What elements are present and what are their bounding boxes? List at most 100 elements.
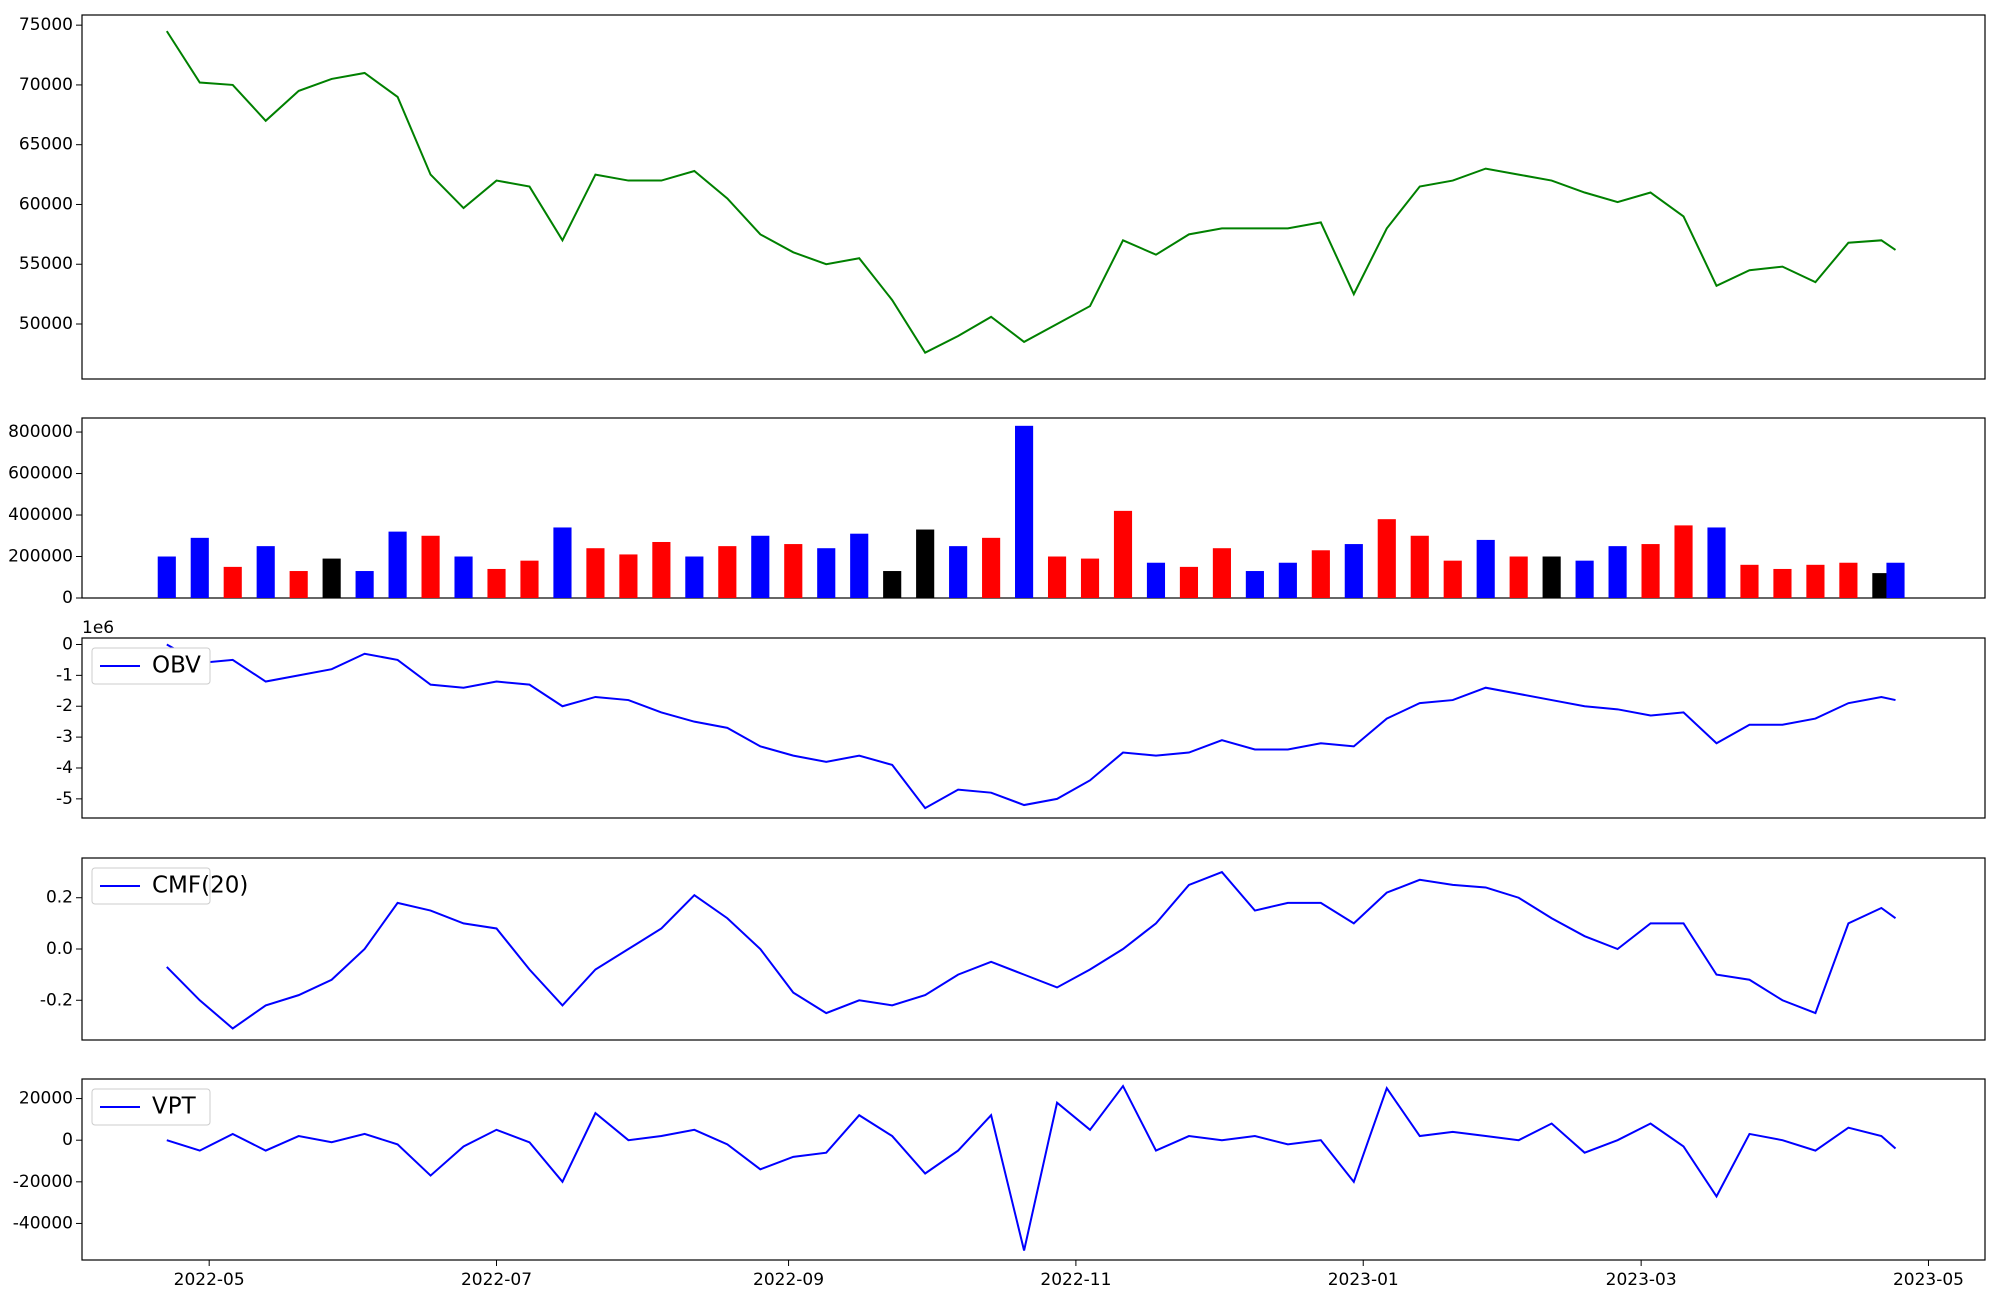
volume-bar — [1212, 548, 1231, 598]
y-tick-label: 20000 — [19, 1089, 73, 1109]
volume-bar — [355, 571, 374, 598]
data-line — [166, 870, 1897, 1030]
volume-bar — [1278, 562, 1297, 598]
y-tick-label: 65000 — [19, 135, 73, 155]
volume-bar — [751, 535, 770, 598]
volume-bar — [1886, 562, 1905, 598]
volume-bar — [1608, 546, 1627, 598]
volume-bar — [1344, 544, 1363, 598]
y-tick-label: -1 — [56, 665, 73, 685]
volume-bar — [586, 548, 605, 598]
x-tick-label: 2023-05 — [1893, 1270, 1964, 1290]
volume-bar — [685, 556, 704, 598]
legend-box — [91, 1088, 211, 1126]
volume-bar — [883, 571, 902, 598]
y-tick-label: 55000 — [19, 254, 73, 274]
x-tick-label: 2022-05 — [174, 1270, 245, 1290]
volume-bar — [520, 560, 539, 598]
volume-bar — [1674, 525, 1693, 598]
volume-bar — [718, 546, 737, 598]
y-tick-label: 0.2 — [46, 888, 73, 908]
volume-bar — [1740, 564, 1759, 598]
y-tick-label: -2 — [56, 696, 73, 716]
plot-frame — [81, 637, 1986, 819]
x-tick-label: 2022-09 — [753, 1270, 824, 1290]
y-tick-label: -40000 — [13, 1213, 73, 1233]
volume-bar — [619, 554, 638, 598]
volume-bar — [190, 537, 209, 598]
x-tick-label: 2023-03 — [1606, 1270, 1677, 1290]
y-tick-label: 400000 — [8, 505, 73, 525]
y-tick-label: 60000 — [19, 194, 73, 214]
volume-bar — [1872, 573, 1891, 598]
volume-bar — [784, 544, 803, 598]
volume-bar — [487, 568, 506, 598]
volume-bar — [1773, 568, 1792, 598]
volume-bar — [1707, 527, 1726, 598]
volume-bar — [1509, 556, 1528, 598]
legend-box — [91, 867, 211, 905]
volume-bar — [1641, 544, 1660, 598]
volume-bar — [1542, 556, 1561, 598]
volume-bar — [1839, 562, 1858, 598]
volume-bar — [1179, 566, 1199, 598]
y-tick-label: 0 — [62, 634, 73, 654]
y-tick-label: 75000 — [19, 15, 73, 35]
volume-bar — [1047, 556, 1067, 598]
plot-frame — [81, 1078, 1986, 1261]
volume-bar — [157, 556, 176, 598]
data-line — [165, 30, 1897, 355]
volume-bar — [1443, 560, 1462, 598]
volume-bar — [223, 566, 242, 598]
y-tick-label: 0 — [62, 1130, 73, 1150]
x-tick-label: 2022-11 — [1040, 1270, 1111, 1290]
y-tick-label: -20000 — [13, 1172, 73, 1192]
volume-bar — [817, 548, 836, 598]
volume-bar — [1377, 519, 1396, 598]
volume-bar — [652, 541, 671, 598]
y-tick-label: -4 — [56, 758, 73, 778]
volume-bar — [1575, 560, 1594, 598]
legend-box — [91, 647, 211, 685]
y-tick-label: -3 — [56, 727, 73, 747]
data-line — [166, 1084, 1897, 1251]
volume-bar — [289, 571, 308, 598]
volume-bar — [949, 546, 968, 598]
volume-bar — [256, 546, 275, 598]
offset-label: 1e6 — [82, 618, 114, 638]
volume-bar — [1015, 425, 1034, 598]
volume-bar — [1113, 510, 1133, 598]
plot-frame — [81, 417, 1986, 599]
volume-bar — [916, 529, 935, 598]
volume-bar — [421, 535, 440, 598]
volume-bar — [982, 537, 1001, 598]
y-tick-label: -5 — [56, 789, 73, 809]
legend-label: OBV — [152, 653, 201, 679]
volume-bar — [454, 556, 473, 598]
y-tick-label: 0 — [62, 588, 73, 608]
volume-bar — [1476, 539, 1495, 598]
y-tick-label: -0.2 — [40, 990, 73, 1010]
volume-bar — [553, 527, 572, 598]
y-tick-label: 800000 — [8, 422, 73, 442]
y-tick-label: 70000 — [19, 75, 73, 95]
y-tick-label: 50000 — [19, 314, 73, 334]
y-tick-label: 600000 — [8, 464, 73, 484]
volume-bar — [322, 558, 341, 598]
volume-bar — [1146, 562, 1166, 598]
data-line — [166, 643, 1896, 810]
x-tick-label: 2023-01 — [1328, 1270, 1399, 1290]
legend-label: VPT — [152, 1094, 197, 1120]
volume-bar — [1410, 535, 1429, 598]
volume-bar — [850, 533, 869, 598]
x-tick-label: 2022-07 — [461, 1270, 532, 1290]
plot-frame — [81, 14, 1986, 380]
volume-bar — [1311, 550, 1330, 598]
y-tick-label: 0.0 — [46, 939, 73, 959]
legend-label: CMF(20) — [152, 873, 248, 899]
volume-bar — [1245, 571, 1264, 598]
volume-bar — [1806, 564, 1825, 598]
y-tick-label: 200000 — [8, 547, 73, 567]
volume-bar — [388, 531, 407, 598]
